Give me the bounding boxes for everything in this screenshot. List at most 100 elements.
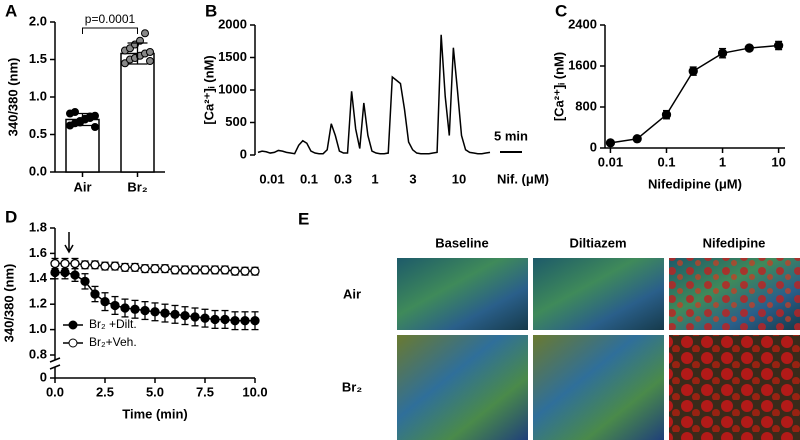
x-tick-label: 0.0 xyxy=(46,384,64,399)
row-label: Air xyxy=(343,286,361,301)
data-point xyxy=(190,312,200,322)
x-axis-label: Nifedipine (μM) xyxy=(648,176,742,191)
annotation: p=0.0001 xyxy=(85,12,136,26)
data-point xyxy=(71,108,79,116)
data-point xyxy=(250,266,260,276)
x-tick-label: 10 xyxy=(771,154,785,169)
data-point xyxy=(60,258,70,269)
panel-label: D xyxy=(5,207,17,226)
x-tick-label: 5.0 xyxy=(146,384,164,399)
y-axis-label: 340/380 (nm) xyxy=(5,58,20,137)
scale-bar-label: 5 min xyxy=(494,128,528,143)
panel-label: B xyxy=(205,1,217,20)
data-point xyxy=(130,304,140,314)
data-point xyxy=(80,276,90,286)
y-tick-label: 1.2 xyxy=(29,296,47,311)
y-tick-label: 1.5 xyxy=(29,51,47,66)
y-tick-label: 1.4 xyxy=(29,270,48,285)
axis-break xyxy=(49,357,61,363)
data-point xyxy=(220,314,230,325)
data-point xyxy=(220,265,230,275)
data-point xyxy=(688,66,698,76)
data-line xyxy=(610,44,779,144)
micrograph xyxy=(397,258,528,330)
data-point xyxy=(140,263,150,274)
data-point xyxy=(250,316,260,326)
data-point xyxy=(160,263,170,274)
axis-break xyxy=(49,364,61,370)
data-point xyxy=(80,260,90,270)
micrograph xyxy=(397,335,528,440)
y-tick-label: 500 xyxy=(225,114,247,129)
data-point xyxy=(180,310,190,321)
micrograph xyxy=(533,335,664,440)
y-tick-label: 2.0 xyxy=(29,13,47,28)
data-point xyxy=(230,316,240,326)
data-point xyxy=(605,138,616,148)
data-point xyxy=(110,300,120,311)
y-axis-label: 340/380 (nm) xyxy=(1,264,16,343)
data-point xyxy=(146,48,154,56)
y-tick-label: 0.0 xyxy=(29,163,47,178)
data-point xyxy=(150,307,160,317)
x-tick-label: 2.5 xyxy=(96,384,114,399)
data-point xyxy=(190,265,200,275)
panel-label: E xyxy=(298,209,309,228)
panel-label: A xyxy=(5,1,17,20)
y-tick-label: 1.8 xyxy=(29,219,47,234)
data-point xyxy=(90,289,100,299)
data-point xyxy=(70,270,80,280)
column-label: Nifedipine xyxy=(703,235,766,250)
x-category-label: 1 xyxy=(371,171,378,186)
y-axis-label: [Ca²⁺]ᵢ (nM) xyxy=(201,55,216,124)
data-point xyxy=(60,267,70,278)
y-axis-label: [Ca²⁺]ᵢ (nM) xyxy=(551,52,566,121)
data-point xyxy=(50,267,60,278)
micrograph-overlay xyxy=(669,258,800,330)
data-point xyxy=(141,29,149,38)
y-tick-label: 0.5 xyxy=(29,126,47,141)
arrow xyxy=(64,232,74,254)
data-point xyxy=(100,261,110,271)
x-category-label: 0.3 xyxy=(334,171,352,186)
bar xyxy=(120,52,155,173)
x-category-label: 0.1 xyxy=(300,171,318,186)
y-tick-label: 1.0 xyxy=(29,88,47,103)
image-grid: E Baseline Diltiazem Nifedipine Air Br₂ xyxy=(298,209,800,440)
data-point xyxy=(100,297,110,307)
data-point xyxy=(210,265,220,275)
y-tick-label: 2400 xyxy=(568,16,597,31)
data-point xyxy=(91,123,99,131)
x-category-label: 10 xyxy=(452,171,466,186)
data-point xyxy=(70,258,80,269)
data-point xyxy=(170,265,180,275)
micrograph xyxy=(533,258,664,330)
x-axis-label: Time (min) xyxy=(122,406,188,421)
y-tick-label: 0 xyxy=(240,146,247,161)
y-tick-label: 1.0 xyxy=(29,321,47,336)
y-tick-label: 0 xyxy=(590,139,597,154)
significance-bracket xyxy=(82,27,138,34)
legend-marker xyxy=(68,320,78,330)
x-tick-label: Air xyxy=(73,179,91,194)
data-point xyxy=(50,258,60,269)
data-point xyxy=(90,260,100,270)
data-point xyxy=(140,305,150,316)
legend-label: Br₂+Veh. xyxy=(89,335,137,349)
x-axis-label: Nif. (μM) xyxy=(497,171,549,186)
data-point xyxy=(120,262,130,273)
column-label: Baseline xyxy=(435,235,488,250)
y-tick-label: 1600 xyxy=(568,57,597,72)
data-point xyxy=(632,134,642,144)
data-point xyxy=(240,316,250,326)
data-point xyxy=(230,266,240,276)
data-point xyxy=(150,263,160,274)
data-point xyxy=(717,48,728,58)
x-tick-label: 0.01 xyxy=(598,154,623,169)
legend-label: Br₂ +Dilt. xyxy=(89,317,137,331)
data-point xyxy=(210,314,220,325)
y-tick-label: 0.8 xyxy=(29,346,47,361)
data-point xyxy=(130,262,140,273)
data-point xyxy=(200,313,210,323)
